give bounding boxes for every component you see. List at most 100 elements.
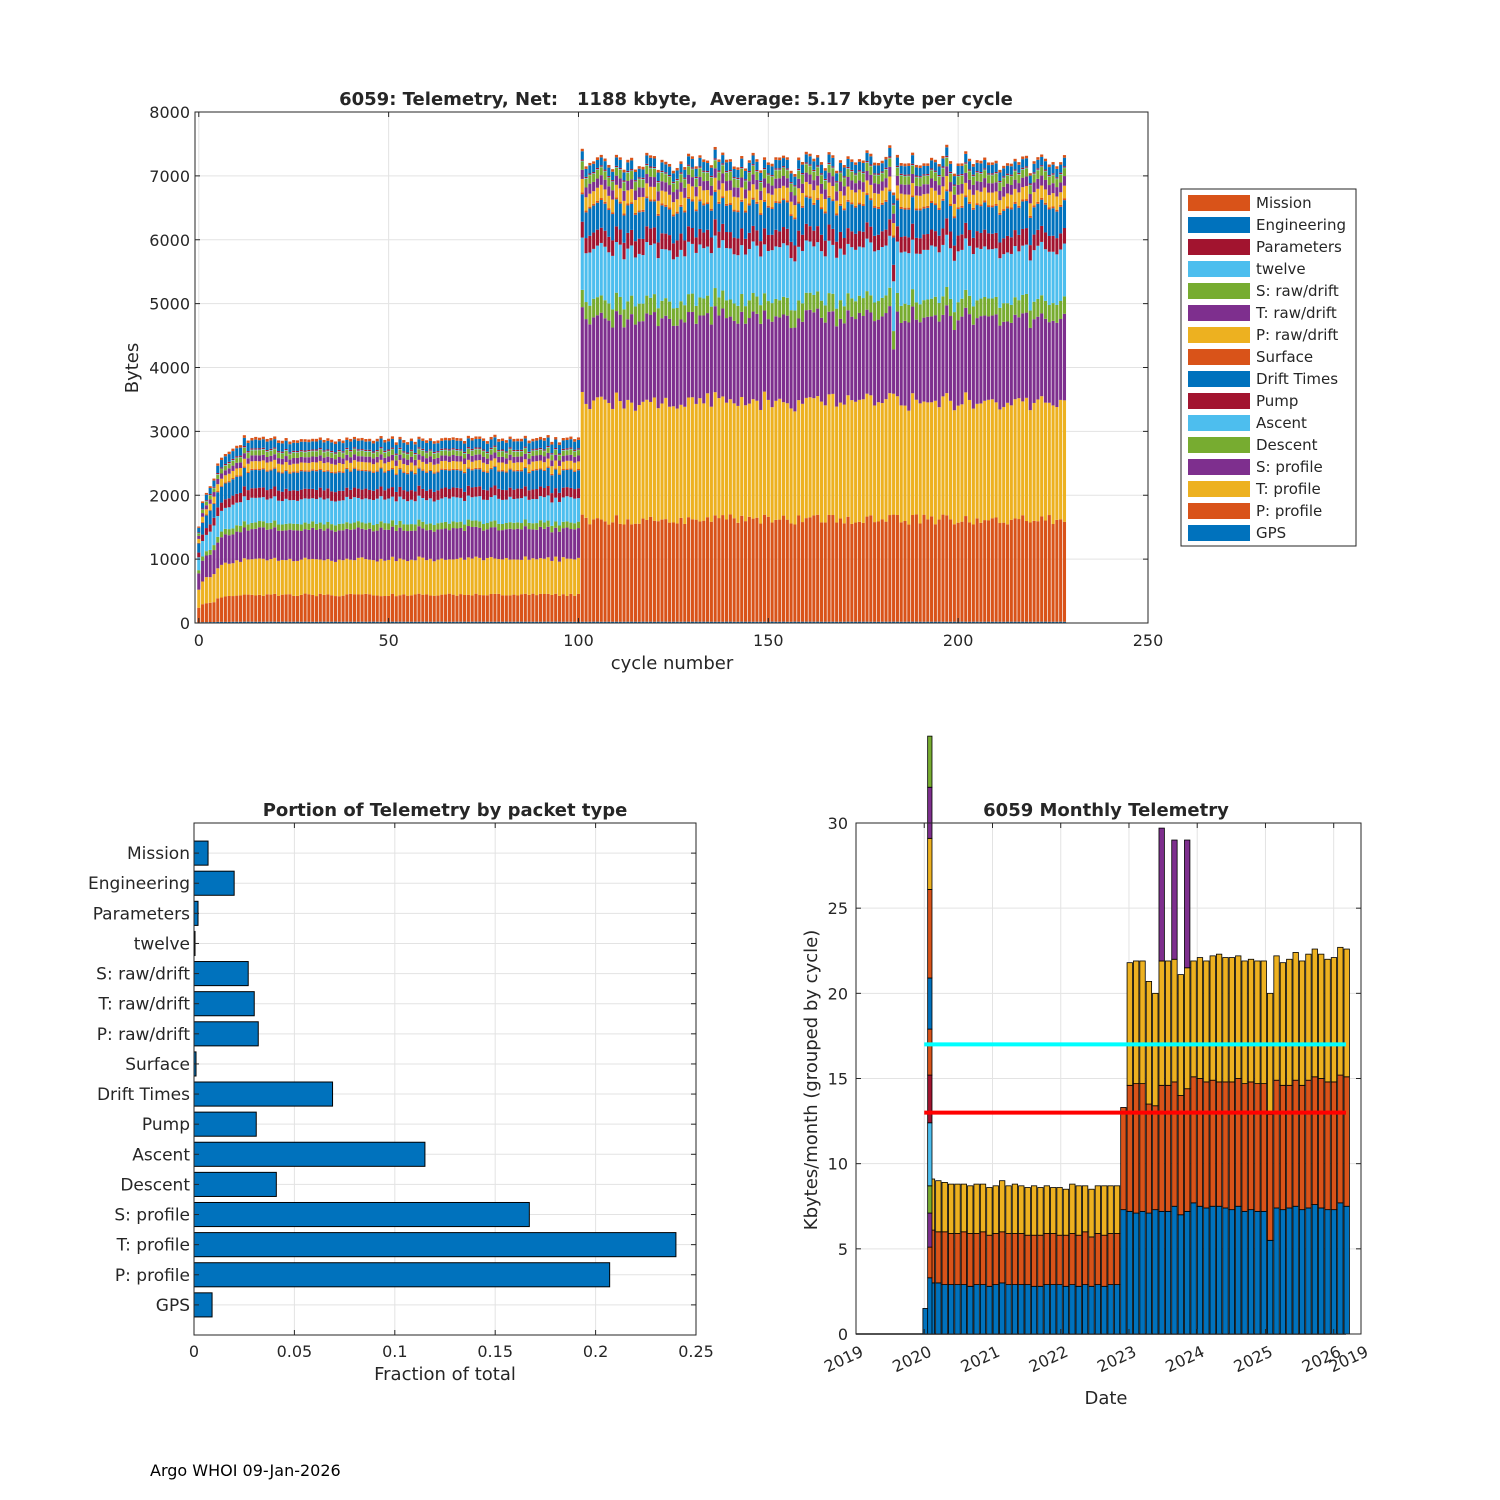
cycle-bar-segment	[356, 451, 360, 457]
cycle-bar-segment	[550, 466, 554, 474]
cycle-bar-segment	[664, 249, 668, 299]
cycle-bar	[907, 163, 911, 623]
cycle-bar-segment	[736, 621, 740, 623]
cycle-bar-segment	[1017, 162, 1021, 165]
cycle-bar-segment	[778, 300, 782, 318]
cycle-bar-segment	[713, 515, 717, 622]
cycle-bar-segment	[789, 310, 793, 329]
cycle-bar-segment	[580, 194, 584, 222]
cycle-bar-segment	[626, 172, 630, 181]
month-bar-segment	[1254, 960, 1261, 1085]
cycle-bar-segment	[432, 531, 436, 562]
cycle-bar-segment	[603, 621, 607, 623]
cycle-bar-segment	[542, 558, 546, 594]
cycle-bar-segment	[649, 167, 653, 169]
cycle-bar-segment	[557, 621, 562, 623]
cycle-bar-segment	[239, 621, 243, 623]
cycle-bar-segment	[990, 518, 994, 622]
cycle-bar-segment	[284, 456, 288, 463]
cycle-bar-segment	[618, 178, 622, 189]
cycle-bar-segment	[865, 162, 869, 163]
cycle-bar-segment	[702, 520, 706, 622]
cycle-bar-segment	[728, 232, 732, 249]
cycle-bar-segment	[998, 212, 1002, 215]
cycle-bar-segment	[1017, 174, 1021, 175]
cycle-bar-segment	[341, 443, 345, 452]
cycle-bar-segment	[588, 206, 592, 209]
cycle-bar-segment	[516, 451, 520, 452]
cycle-bar	[865, 150, 869, 623]
cycle-bar-segment	[630, 295, 634, 315]
cycle-bar-segment	[425, 594, 429, 622]
cycle-bar-segment	[538, 449, 543, 455]
cycle-bar-segment	[239, 467, 243, 476]
cycle-bar-segment	[1013, 188, 1017, 202]
cycle-bar-segment	[1059, 233, 1063, 250]
month-bar-segment	[1343, 1076, 1350, 1207]
cycle-bar	[618, 157, 622, 623]
cycle-bar-segment	[330, 500, 334, 525]
cycle-bar-segment	[406, 452, 410, 454]
cycle-bar	[375, 438, 379, 623]
cycle-bar-segment	[466, 448, 470, 450]
cycle-bar	[432, 441, 436, 623]
cycle-bar-segment	[641, 238, 645, 256]
cycle-bar-segment	[349, 489, 353, 500]
cycle-bar-segment	[930, 203, 934, 230]
cycle-bar-segment	[1009, 519, 1013, 622]
cycle-bar-segment	[956, 175, 960, 177]
cycle-bar-segment	[816, 514, 820, 622]
cycle-bar-segment	[721, 196, 725, 199]
cycle-bar-segment	[565, 437, 569, 441]
cycle-bar-segment	[637, 253, 641, 304]
cycle-bar-segment	[971, 254, 975, 307]
cycle-bar-segment	[827, 621, 831, 623]
cycle-bar-segment	[387, 559, 391, 596]
cycle-bar-segment	[709, 195, 713, 209]
cycle-bar-segment	[850, 171, 854, 172]
cycle-bar-segment	[265, 451, 269, 457]
cycle-bar-segment	[979, 163, 983, 173]
month-bar	[1190, 960, 1197, 1335]
cycle-bar-segment	[949, 298, 953, 317]
cycle-bar-segment	[952, 203, 956, 217]
cycle-bar-segment	[751, 293, 755, 312]
cycle-bar-segment	[489, 487, 493, 498]
cycle-bar	[778, 157, 782, 623]
month-bar-segment	[1050, 1284, 1057, 1335]
month-bar-segment	[1018, 1185, 1025, 1234]
cycle-bar-segment	[949, 205, 953, 232]
cycle-bar-segment	[751, 311, 755, 400]
cycle-bar-segment	[292, 523, 296, 531]
month-bar	[1101, 1185, 1108, 1335]
cycle-bar-segment	[964, 289, 968, 308]
cycle-bar-segment	[519, 523, 524, 530]
cycle-bar-segment	[687, 156, 691, 165]
cycle-bar-segment	[584, 253, 588, 303]
cycle-bar-segment	[994, 204, 998, 206]
cycle-bar-segment	[918, 238, 922, 254]
cycle-bar-segment	[808, 226, 812, 242]
cycle-bar-segment	[683, 322, 687, 407]
cycle-bar-segment	[740, 187, 744, 200]
cycle-bar-segment	[812, 398, 816, 516]
cycle-bar-segment	[197, 589, 201, 608]
month-bar	[1184, 839, 1191, 1335]
cycle-bar-segment	[922, 208, 926, 235]
fraction-bar	[193, 991, 255, 1017]
cycle-bar-segment	[990, 183, 994, 193]
cycle-bar-segment	[986, 162, 991, 166]
cycle-bar	[770, 163, 774, 623]
cycle-bar-segment	[375, 530, 379, 562]
cycle-bar-segment	[694, 237, 698, 253]
cycle-bar-segment	[311, 470, 315, 489]
cycle-bar-segment	[447, 593, 451, 622]
cycle-bar-segment	[698, 186, 702, 200]
cycle-bar-segment	[774, 400, 778, 520]
cycle-bar	[846, 156, 850, 623]
cycle-bar-segment	[1021, 159, 1025, 168]
cycle-bar-segment	[675, 621, 679, 623]
legend-label: P: raw/drift	[1256, 326, 1338, 344]
cycle-bar-segment	[565, 527, 569, 559]
cycle-bar-segment	[831, 157, 835, 167]
